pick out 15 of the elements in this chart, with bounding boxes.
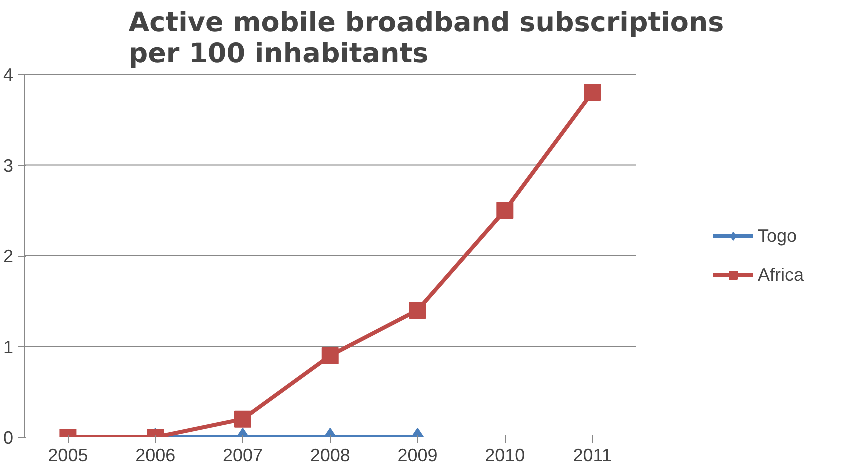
x-tick-label: 2010 bbox=[485, 446, 526, 466]
legend-label: Africa bbox=[758, 264, 806, 286]
y-tick-label: 4 bbox=[3, 65, 14, 85]
x-tick-label: 2006 bbox=[136, 446, 176, 466]
y-tick-label: 1 bbox=[3, 337, 14, 358]
x-tick-label: 2011 bbox=[573, 446, 612, 466]
x-tick-label: 2007 bbox=[222, 446, 264, 466]
chart-title: Active mobile broadband subscriptions per 100 inhabitants bbox=[128, 8, 724, 70]
legend-label: Togo bbox=[758, 226, 798, 246]
x-tick-label: 2005 bbox=[48, 446, 88, 466]
x-tick-label: 2008 bbox=[310, 446, 350, 466]
y-tick-label: 3 bbox=[3, 156, 14, 176]
x-tick-label: 2009 bbox=[398, 446, 438, 466]
y-tick-label: 2 bbox=[3, 246, 14, 266]
y-tick-label: 0 bbox=[3, 428, 14, 448]
